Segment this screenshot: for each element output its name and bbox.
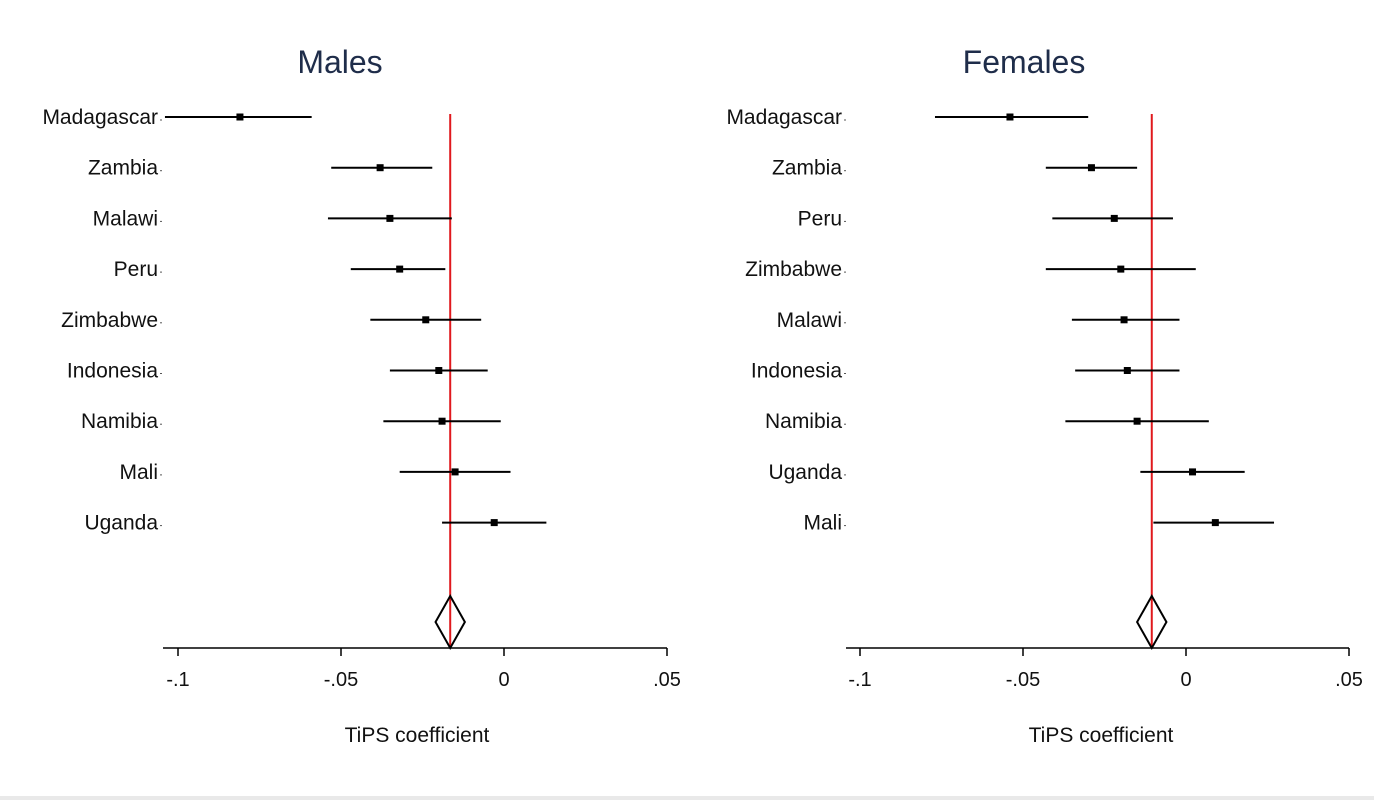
country-label: Zimbabwe	[61, 309, 158, 332]
x-tick-label: 0	[1180, 669, 1191, 691]
country-label: Malawi	[777, 309, 842, 332]
point-estimate	[1087, 164, 1095, 172]
point-estimate	[1117, 265, 1125, 273]
country-label: Zambia	[772, 157, 842, 180]
x-tick-label: .05	[653, 669, 681, 691]
point-estimate	[1211, 519, 1219, 527]
x-tick-label: .05	[1335, 669, 1363, 691]
panel-males: Males Madagascar Zambia Malawi Peru Zimbabwe I…	[42, 44, 680, 747]
country-label: Namibia	[765, 410, 842, 433]
country-label: Uganda	[768, 461, 842, 484]
point-estimate	[422, 316, 430, 324]
panel-title: Females	[963, 44, 1086, 80]
point-estimate	[490, 519, 498, 527]
point-estimate	[435, 367, 443, 374]
country-label: Zimbabwe	[745, 258, 842, 281]
point-estimate	[396, 265, 404, 273]
country-label: Indonesia	[751, 360, 842, 383]
country-label: Mali	[803, 512, 842, 535]
x-tick-label: -.1	[166, 669, 189, 691]
country-label: Uganda	[84, 512, 158, 535]
country-label: Indonesia	[67, 360, 158, 383]
panel-females: Females Madagascar Zambia Peru Zimbabwe Malaw…	[726, 44, 1362, 747]
bottom-divider	[0, 796, 1374, 800]
point-estimate	[1006, 113, 1014, 121]
point-estimate	[386, 214, 394, 222]
country-label: Peru	[114, 258, 158, 281]
x-tick-label: 0	[498, 669, 509, 691]
point-estimate	[236, 113, 244, 121]
overall-diamond	[1135, 593, 1168, 651]
point-estimate	[376, 164, 384, 172]
point-estimate	[1133, 417, 1141, 425]
x-tick-label: -.1	[848, 669, 871, 691]
point-estimate	[1189, 468, 1197, 476]
panel-title: Males	[297, 44, 382, 80]
country-label: Madagascar	[42, 106, 158, 129]
point-estimate	[438, 417, 446, 425]
country-label: Malawi	[93, 207, 158, 230]
country-label: Namibia	[81, 410, 158, 433]
country-label: Mali	[119, 461, 158, 484]
country-label: Peru	[798, 207, 842, 230]
overall-diamond	[434, 593, 467, 651]
point-estimate	[451, 468, 459, 476]
x-tick-label: -.05	[1006, 669, 1040, 691]
x-axis-title: TiPS coefficient	[1029, 724, 1174, 747]
x-axis-title: TiPS coefficient	[345, 724, 490, 747]
x-tick-label: -.05	[324, 669, 358, 691]
point-estimate	[1110, 214, 1118, 222]
country-label: Zambia	[88, 157, 158, 180]
point-estimate	[1120, 316, 1128, 324]
country-label: Madagascar	[726, 106, 842, 129]
point-estimate	[1123, 367, 1131, 374]
